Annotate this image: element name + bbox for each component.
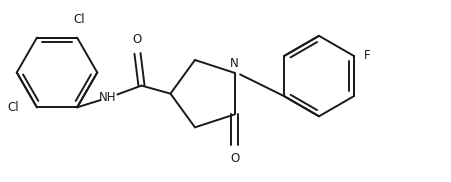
Text: O: O: [133, 33, 142, 46]
Text: NH: NH: [99, 91, 116, 104]
Text: F: F: [363, 50, 369, 62]
Text: Cl: Cl: [8, 101, 19, 114]
Text: Cl: Cl: [74, 13, 85, 26]
Text: O: O: [230, 152, 239, 165]
Text: N: N: [230, 57, 239, 70]
